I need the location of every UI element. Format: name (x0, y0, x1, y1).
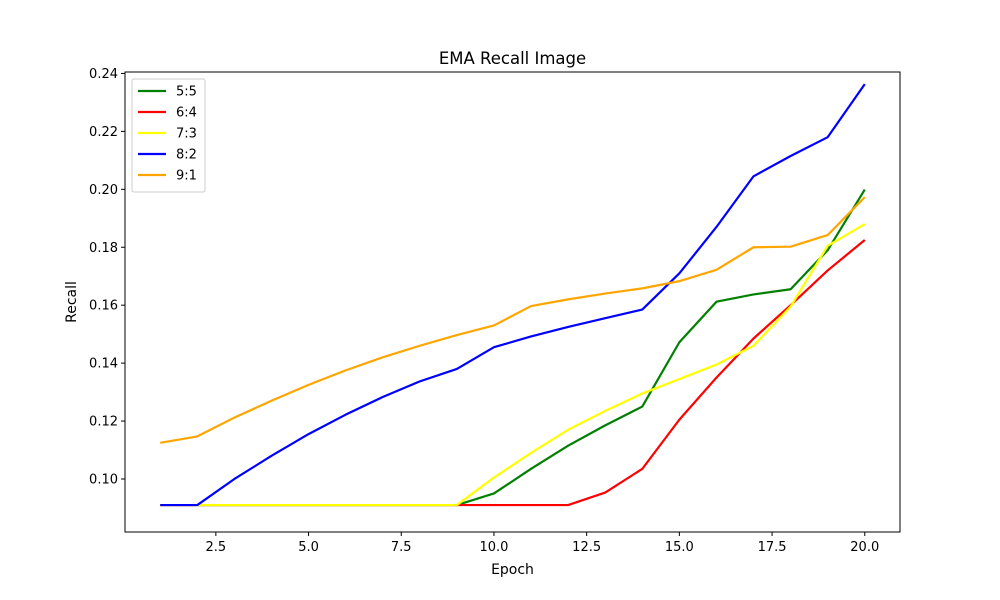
x-tick-label: 12.5 (572, 540, 601, 555)
legend-label: 8:2 (176, 148, 197, 163)
series-line-8-2 (160, 83, 866, 507)
plot-frame (124, 71, 901, 533)
x-axis: 2.5 5.0 7.5 10.0 12.5 15.0 17.5 20.0 (206, 532, 879, 555)
legend-box (131, 78, 206, 193)
y-axis: 0.10 0.12 0.14 0.16 0.18 0.20 0.22 0.24 (89, 67, 125, 487)
y-tick-label: 0.14 (89, 357, 118, 372)
y-tick-label: 0.20 (89, 183, 118, 198)
series-layer (160, 83, 866, 507)
x-axis-label: Epoch (491, 562, 534, 578)
x-tick-label: 2.5 (206, 540, 227, 555)
x-tick-label: 20.0 (850, 540, 879, 555)
x-tick-label: 7.5 (391, 540, 412, 555)
y-tick-label: 0.12 (89, 415, 118, 430)
x-tick-label: 17.5 (758, 540, 787, 555)
y-tick-label: 0.10 (89, 472, 118, 487)
x-tick-label: 5.0 (298, 540, 319, 555)
legend-label: 5:5 (176, 85, 197, 100)
y-tick-label: 0.18 (89, 241, 118, 256)
y-axis-label: Recall (64, 281, 80, 323)
legend-label: 6:4 (176, 106, 197, 121)
legend: 5:5 6:4 7:3 8:2 9:1 (131, 78, 206, 193)
chart-title: EMA Recall Image (439, 49, 586, 68)
series-line-9-1 (160, 196, 866, 444)
legend-label: 9:1 (176, 169, 197, 184)
series-line-7-3 (160, 223, 866, 507)
x-tick-label: 15.0 (665, 540, 694, 555)
x-tick-label: 10.0 (479, 540, 508, 555)
y-tick-label: 0.24 (89, 67, 118, 82)
y-tick-label: 0.16 (89, 299, 118, 314)
y-tick-label: 0.22 (89, 125, 118, 140)
legend-label: 7:3 (176, 127, 197, 142)
